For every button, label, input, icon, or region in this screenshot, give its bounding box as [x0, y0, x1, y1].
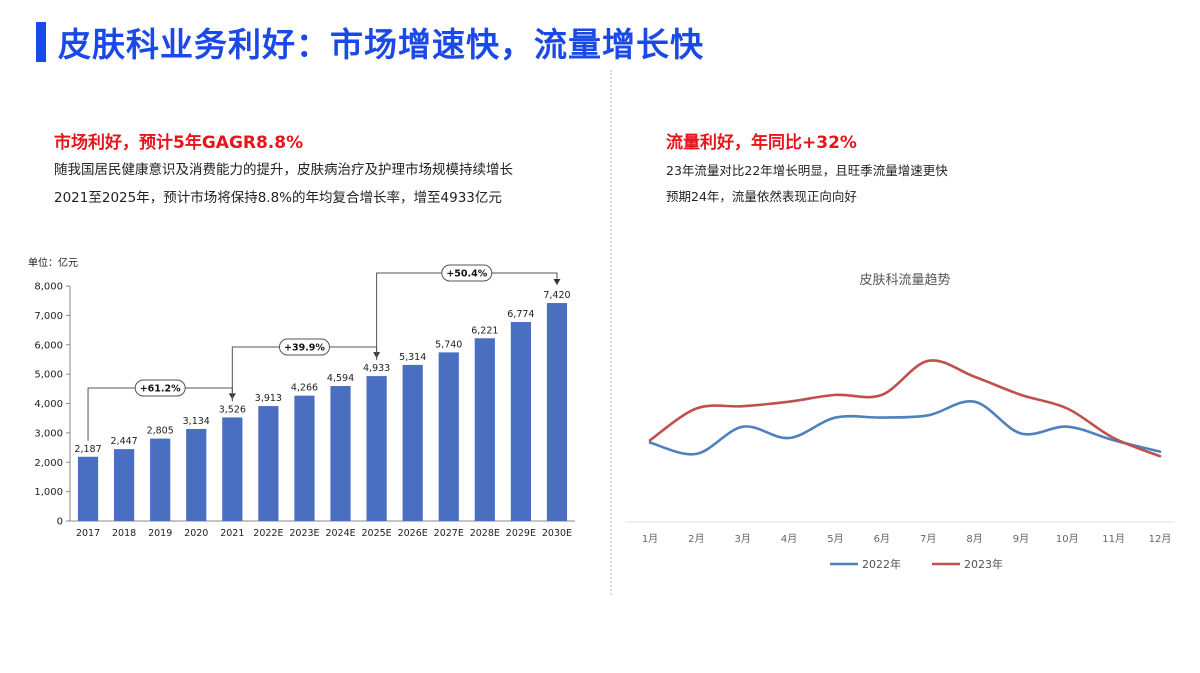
growth-badge-label: +39.9%: [284, 343, 325, 354]
x-tick-label: 2月: [688, 533, 704, 545]
bar-value-label: 6,221: [471, 325, 498, 336]
bar: [114, 449, 135, 521]
bar: [546, 303, 568, 521]
x-tick-label: 2024E: [325, 528, 355, 539]
title-accent-bar: [36, 22, 46, 62]
bar-value-label: 3,913: [255, 393, 282, 404]
x-tick-label: 5月: [827, 533, 843, 545]
bar: [402, 364, 423, 521]
bar-value-label: 2,447: [111, 436, 138, 447]
bar: [474, 338, 495, 521]
y-tick-label: 3,000: [34, 428, 63, 439]
bar: [366, 376, 387, 521]
bar: [330, 386, 351, 521]
bar: [294, 395, 315, 521]
x-tick-label: 2021: [220, 528, 244, 539]
x-tick-label: 1月: [642, 533, 658, 545]
line-chart-title: 皮肤科流量趋势: [859, 272, 950, 288]
traffic-trend-line-chart: 皮肤科流量趋势 1月 2月 3月 4月 5月 6月 7月 8月 9月 10月 11月 12月 2022年 2…: [625, 272, 1175, 571]
bar-value-label: 4,933: [363, 363, 390, 374]
x-tick-label: 2029E: [506, 528, 536, 539]
bar: [258, 406, 279, 521]
bar: [77, 456, 99, 521]
bar-value-label: 5,314: [399, 352, 426, 363]
legend-label: 2022年: [862, 557, 901, 571]
page-title: 皮肤科业务利好：市场增速快，流量增长快: [58, 25, 704, 64]
y-tick-label: 7,000: [34, 311, 63, 322]
bar-value-label: 5,740: [435, 339, 462, 350]
bar: [222, 417, 243, 521]
x-tick-label: 2030E: [542, 528, 572, 539]
bar: [150, 438, 171, 521]
right-headline: 流量利好，年同比+32%: [666, 133, 857, 153]
y-tick-label: 8,000: [34, 282, 63, 293]
x-tick-label: 12月: [1149, 533, 1172, 545]
bar-value-label: 7,420: [543, 290, 570, 301]
x-tick-label: 2018: [112, 528, 136, 539]
series-line-2022年: [648, 400, 1162, 456]
bar-value-label: 4,594: [327, 373, 354, 384]
bar-value-label: 2,187: [74, 444, 101, 455]
y-tick-label: 2,000: [34, 458, 63, 469]
x-tick-label: 2023E: [289, 528, 319, 539]
bar-value-label: 2,805: [147, 426, 174, 437]
y-unit-label: 单位：亿元: [28, 256, 78, 269]
growth-badge: [278, 338, 330, 356]
x-tick-label: 2017: [76, 528, 100, 539]
x-tick-label: 2025E: [362, 528, 392, 539]
right-desc-line2: 预期24年，流量依然表现正向向好: [666, 189, 857, 204]
x-tick-label: 2027E: [434, 528, 464, 539]
x-tick-label: 3月: [735, 533, 751, 545]
market-size-bar-chart: 单位：亿元 0 1,000 2,000 3,000 4,000 5,000 6,000 7,00…: [28, 256, 575, 539]
x-tick-label: 9月: [1013, 533, 1029, 545]
growth-arrowhead: [553, 279, 561, 286]
left-desc-line2: 2021至2025年，预计市场将保持8.8%的年均复合增长率，增至4933亿元: [54, 190, 502, 206]
growth-badge-label: +50.4%: [446, 269, 487, 280]
series-line-2023年: [648, 359, 1162, 458]
x-tick-label: 2019: [148, 528, 172, 539]
bar-value-label: 3,134: [183, 416, 210, 427]
bar-value-label: 4,266: [291, 383, 318, 394]
left-desc-line1: 随我国居民健康意识及消费能力的提升，皮肤病治疗及护理市场规模持续增长: [54, 162, 513, 178]
y-tick-label: 6,000: [34, 340, 63, 351]
right-desc-line1: 23年流量对比22年增长明显，且旺季流量增速更快: [666, 163, 948, 178]
x-tick-label: 2020: [184, 528, 208, 539]
growth-badge: [134, 379, 186, 397]
y-tick-label: 4,000: [34, 399, 63, 410]
x-tick-label: 2022E: [253, 528, 283, 539]
left-headline: 市场利好，预计5年GAGR8.8%: [54, 133, 304, 153]
bar-value-label: 6,774: [507, 309, 534, 320]
bar: [438, 352, 459, 521]
growth-badge-label: +61.2%: [140, 384, 181, 395]
bar: [186, 428, 207, 521]
x-tick-label: 11月: [1102, 533, 1125, 545]
column-divider: [610, 70, 612, 595]
x-tick-label: 2026E: [398, 528, 428, 539]
x-tick-label: 10月: [1056, 533, 1079, 545]
x-tick-label: 7月: [920, 533, 936, 545]
legend-label: 2023年: [964, 557, 1003, 571]
x-tick-label: 2028E: [470, 528, 500, 539]
x-tick-label: 6月: [874, 533, 890, 545]
y-tick-label: 5,000: [34, 370, 63, 381]
x-tick-label: 8月: [966, 533, 982, 545]
bar: [510, 322, 531, 521]
y-tick-label: 1,000: [34, 487, 63, 498]
y-tick-label: 0: [57, 517, 63, 528]
growth-badge: [441, 264, 493, 282]
x-tick-label: 4月: [781, 533, 797, 545]
bar-value-label: 3,526: [219, 404, 246, 415]
